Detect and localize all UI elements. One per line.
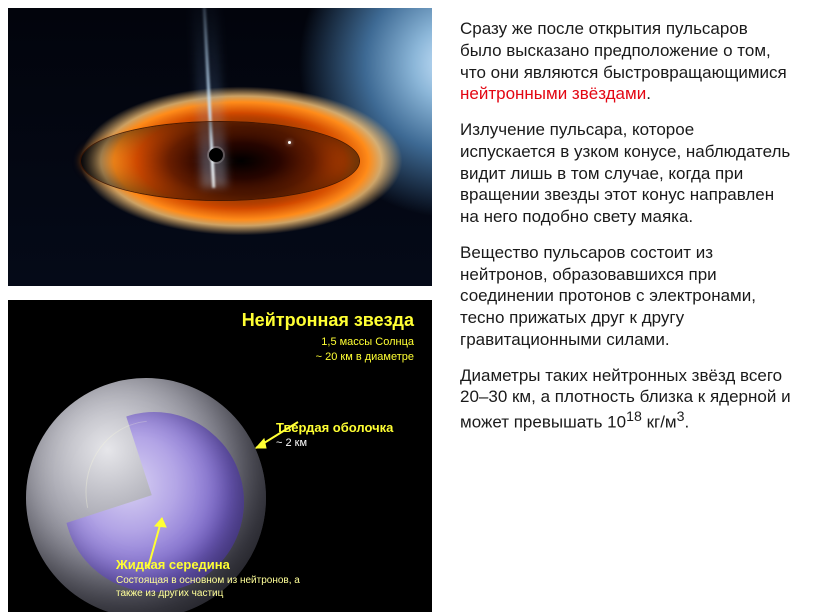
paragraph-2: Излучение пульсара, которое испускается … [460,119,792,228]
diagram-subtitle: 1,5 массы Солнца ~ 20 км в диаметре [242,335,414,366]
p1-highlight: нейтронными звёздами [460,84,646,103]
core-label-sub: Состоящая в основном из нейтронов, а так… [116,574,316,600]
p4-sup2: 3 [677,409,685,425]
p1-part-a: Сразу же после открытия пульсаров было в… [460,19,787,82]
diagram-title-text: Нейтронная звезда [242,310,414,330]
neutron-star-diagram: Нейтронная звезда 1,5 массы Солнца ~ 20 … [8,300,432,612]
crust-label-text: Твердая оболочка [276,420,393,435]
diagram-title: Нейтронная звезда 1,5 массы Солнца ~ 20 … [242,310,414,366]
crust-label: Твердая оболочка ~ 2 км [276,420,416,449]
paragraph-3: Вещество пульсаров состоит из нейтронов,… [460,242,792,351]
accretion-disk-ring [80,121,360,201]
p4-part-c: . [685,413,690,432]
left-column: Нейтронная звезда 1,5 массы Солнца ~ 20 … [0,0,438,613]
crust-label-sub: ~ 2 км [276,437,416,449]
p1-part-b: . [646,84,651,103]
diagram-sub2: ~ 20 км в диаметре [316,351,414,363]
core-label: Жидкая середина Состоящая в основном из … [116,557,316,600]
core-label-text: Жидкая середина [116,557,230,572]
p4-sup1: 18 [626,409,642,425]
diagram-sub1: 1,5 массы Солнца [321,336,414,348]
paragraph-4: Диаметры таких нейтронных звёзд всего 20… [460,365,792,434]
paragraph-1: Сразу же после открытия пульсаров было в… [460,18,792,105]
text-column: Сразу же после открытия пульсаров было в… [438,0,816,613]
p4-part-b: кг/м [642,413,677,432]
pulsar-illustration [8,8,432,286]
black-core [209,148,223,162]
